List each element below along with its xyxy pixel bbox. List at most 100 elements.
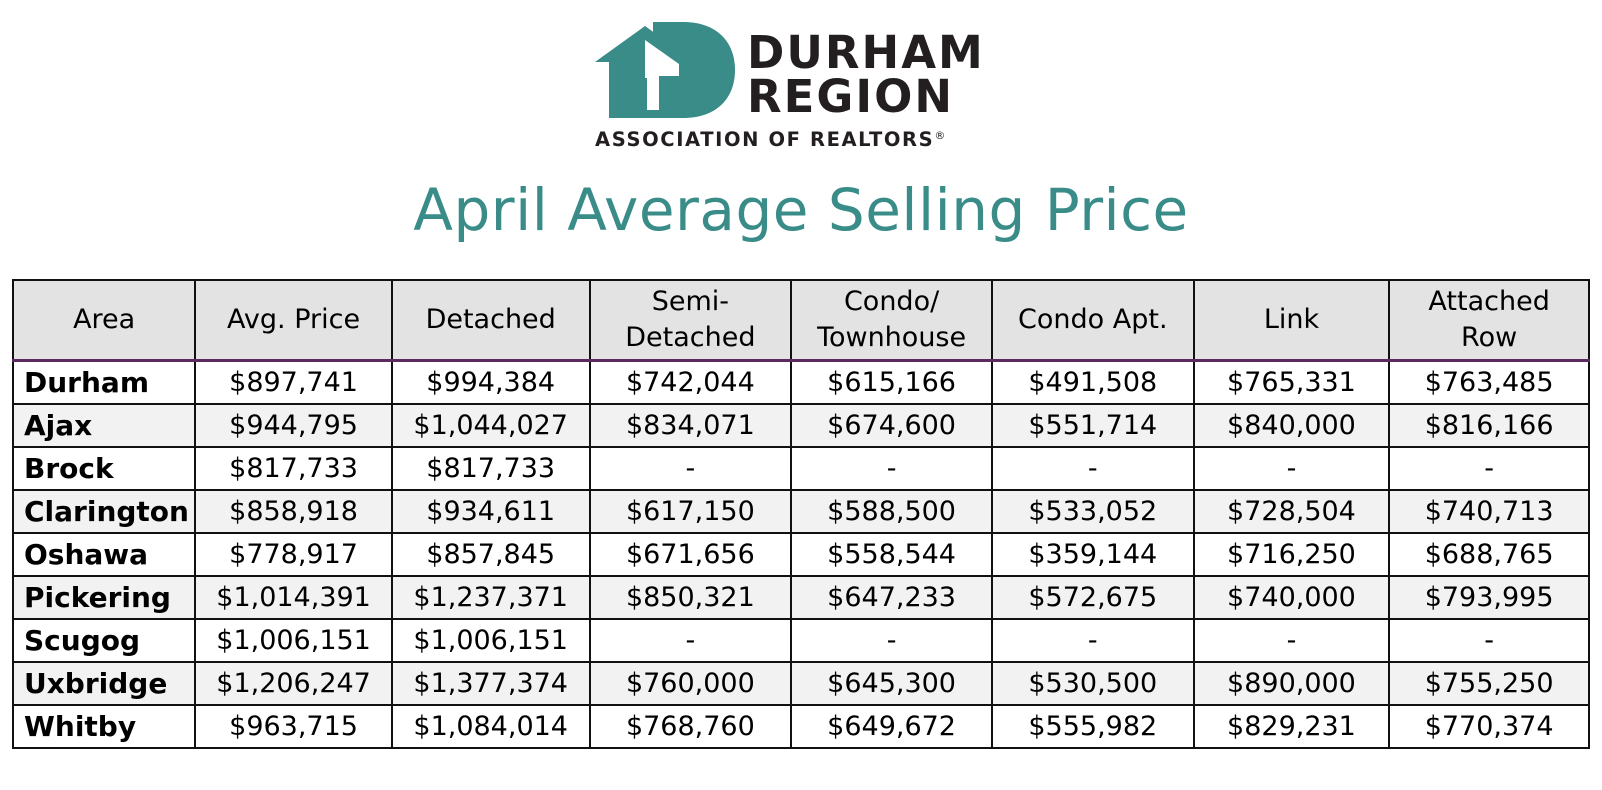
- price-cell-avg-price: $778,917: [194, 532, 393, 577]
- price-cell-detached: $857,845: [390, 532, 591, 577]
- column-header-line: Detached: [625, 322, 756, 353]
- registered-mark: ®: [934, 129, 946, 142]
- area-cell: Oshawa: [11, 532, 197, 577]
- price-cell-attached-row: -: [1388, 446, 1590, 491]
- area-cell: Brock: [11, 446, 197, 491]
- price-cell-link: $765,331: [1192, 359, 1391, 405]
- column-header-detached: Detached: [390, 279, 591, 362]
- table-row: Pickering $1,014,391 $1,237,371 $850,321 $64…: [11, 575, 1590, 620]
- price-cell-condo-townhouse: $674,600: [790, 403, 993, 448]
- column-header-line: Attached: [1428, 286, 1550, 317]
- price-cell-avg-price: $1,006,151: [194, 618, 393, 663]
- page-title: April Average Selling Price: [413, 176, 1189, 244]
- price-cell-condo-townhouse: $649,672: [790, 704, 993, 749]
- area-cell: Uxbridge: [11, 661, 197, 706]
- price-cell-semi-detached: $671,656: [588, 532, 793, 577]
- column-header-condo-apt: Condo Apt.: [990, 279, 1195, 362]
- column-header-line: Detached: [425, 304, 556, 335]
- table-header-row: Area Avg. Price Detached Semi- Detached Condo…: [11, 279, 1590, 362]
- column-header-condo-townhouse: Condo/Townhouse: [790, 279, 993, 362]
- area-cell: Clarington: [11, 489, 197, 534]
- price-cell-link: $740,000: [1192, 575, 1391, 620]
- column-header-line: Condo/: [843, 286, 940, 317]
- column-header-line: Townhouse: [817, 322, 967, 353]
- price-cell-condo-apt: $530,500: [990, 661, 1195, 706]
- price-cell-semi-detached: $617,150: [588, 489, 793, 534]
- price-cell-attached-row: $770,374: [1388, 704, 1590, 749]
- column-header-avg-price: Avg. Price: [194, 279, 393, 362]
- price-cell-attached-row: $740,713: [1388, 489, 1590, 534]
- price-cell-avg-price: $817,733: [194, 446, 393, 491]
- price-cell-link: $829,231: [1192, 704, 1391, 749]
- price-cell-detached: $817,733: [390, 446, 591, 491]
- price-cell-attached-row: $816,166: [1388, 403, 1590, 448]
- column-header-area: Area: [11, 279, 197, 362]
- logo-tagline: ASSOCIATION OF REALTORS®: [595, 128, 945, 151]
- durham-region-logo: DURHAM REGION ASSOCIATION OF REALTORS®: [595, 18, 995, 158]
- table-row: Oshawa $778,917 $857,845 $671,656 $558,544 $3…: [11, 532, 1590, 577]
- price-cell-condo-townhouse: $647,233: [790, 575, 993, 620]
- price-cell-semi-detached: $742,044: [588, 359, 793, 405]
- logo-word-region: REGION: [747, 70, 954, 123]
- column-header-line: Avg. Price: [227, 304, 361, 335]
- column-header-link: Link: [1192, 279, 1391, 362]
- price-cell-avg-price: $1,206,247: [194, 661, 393, 706]
- price-cell-condo-townhouse: $645,300: [790, 661, 993, 706]
- table-row: Brock $817,733 $817,733- - - - -: [11, 446, 1590, 491]
- price-cell-avg-price: $963,715: [194, 704, 393, 749]
- price-cell-semi-detached: -: [588, 446, 793, 491]
- price-cell-semi-detached: -: [588, 618, 793, 663]
- area-cell: Whitby: [11, 704, 197, 749]
- column-header-line: Area: [73, 304, 136, 335]
- price-cell-condo-townhouse: -: [790, 618, 993, 663]
- price-cell-avg-price: $897,741: [194, 359, 393, 405]
- price-cell-semi-detached: $834,071: [588, 403, 793, 448]
- column-header-semi-detached: Semi- Detached: [588, 279, 793, 362]
- price-cell-detached: $934,611: [390, 489, 591, 534]
- column-header-line: Condo Apt.: [1018, 304, 1168, 335]
- price-cell-condo-townhouse: $615,166: [790, 359, 993, 405]
- price-cell-detached: $1,044,027: [390, 403, 591, 448]
- price-cell-attached-row: $688,765: [1388, 532, 1590, 577]
- table-row: Whitby $963,715 $1,084,014 $768,760 $649,672…: [11, 704, 1590, 749]
- price-cell-condo-apt: $572,675: [990, 575, 1195, 620]
- price-cell-link: -: [1192, 618, 1391, 663]
- price-cell-attached-row: $755,250: [1388, 661, 1590, 706]
- price-cell-link: $728,504: [1192, 489, 1391, 534]
- table-row: Uxbridge $1,206,247 $1,377,374 $760,000 $645…: [11, 661, 1590, 706]
- area-cell: Ajax: [11, 403, 197, 448]
- column-header-line: Row: [1461, 322, 1518, 353]
- price-cell-link: $716,250: [1192, 532, 1391, 577]
- table-body: Durham $897,741 $994,384 $742,044 $615,166 $4…: [11, 359, 1590, 749]
- price-cell-condo-townhouse: $588,500: [790, 489, 993, 534]
- price-cell-avg-price: $944,795: [194, 403, 393, 448]
- price-cell-attached-row: $793,995: [1388, 575, 1590, 620]
- price-cell-condo-apt: -: [990, 618, 1195, 663]
- price-cell-avg-price: $1,014,391: [194, 575, 393, 620]
- price-cell-attached-row: $763,485: [1388, 359, 1590, 405]
- price-cell-detached: $1,237,371: [390, 575, 591, 620]
- price-cell-detached: $1,377,374: [390, 661, 591, 706]
- table-row: Scugog $1,006,151 $1,006,151- - - - -: [11, 618, 1590, 663]
- price-cell-detached: $1,084,014: [390, 704, 591, 749]
- house-d-logo-icon: [595, 22, 735, 118]
- price-cell-condo-apt: $359,144: [990, 532, 1195, 577]
- price-cell-attached-row: -: [1388, 618, 1590, 663]
- table-row: Ajax $944,795 $1,044,027 $834,071 $674,600 $5…: [11, 403, 1590, 448]
- table-row: Clarington $858,918 $934,611 $617,150 $588,5…: [11, 489, 1590, 534]
- column-header-attached-row: Attached Row: [1388, 279, 1590, 362]
- price-cell-semi-detached: $760,000: [588, 661, 793, 706]
- price-cell-condo-apt: $551,714: [990, 403, 1195, 448]
- table-row: Durham $897,741 $994,384 $742,044 $615,166 $4…: [11, 359, 1590, 405]
- price-cell-link: -: [1192, 446, 1391, 491]
- price-cell-condo-townhouse: $558,544: [790, 532, 993, 577]
- price-cell-condo-apt: -: [990, 446, 1195, 491]
- price-cell-detached: $994,384: [390, 359, 591, 405]
- price-cell-detached: $1,006,151: [390, 618, 591, 663]
- price-cell-semi-detached: $850,321: [588, 575, 793, 620]
- logo-tagline-text: ASSOCIATION OF REALTORS: [595, 128, 935, 151]
- price-cell-link: $890,000: [1192, 661, 1391, 706]
- price-cell-condo-apt: $533,052: [990, 489, 1195, 534]
- area-cell: Scugog: [11, 618, 197, 663]
- area-cell: Pickering: [11, 575, 197, 620]
